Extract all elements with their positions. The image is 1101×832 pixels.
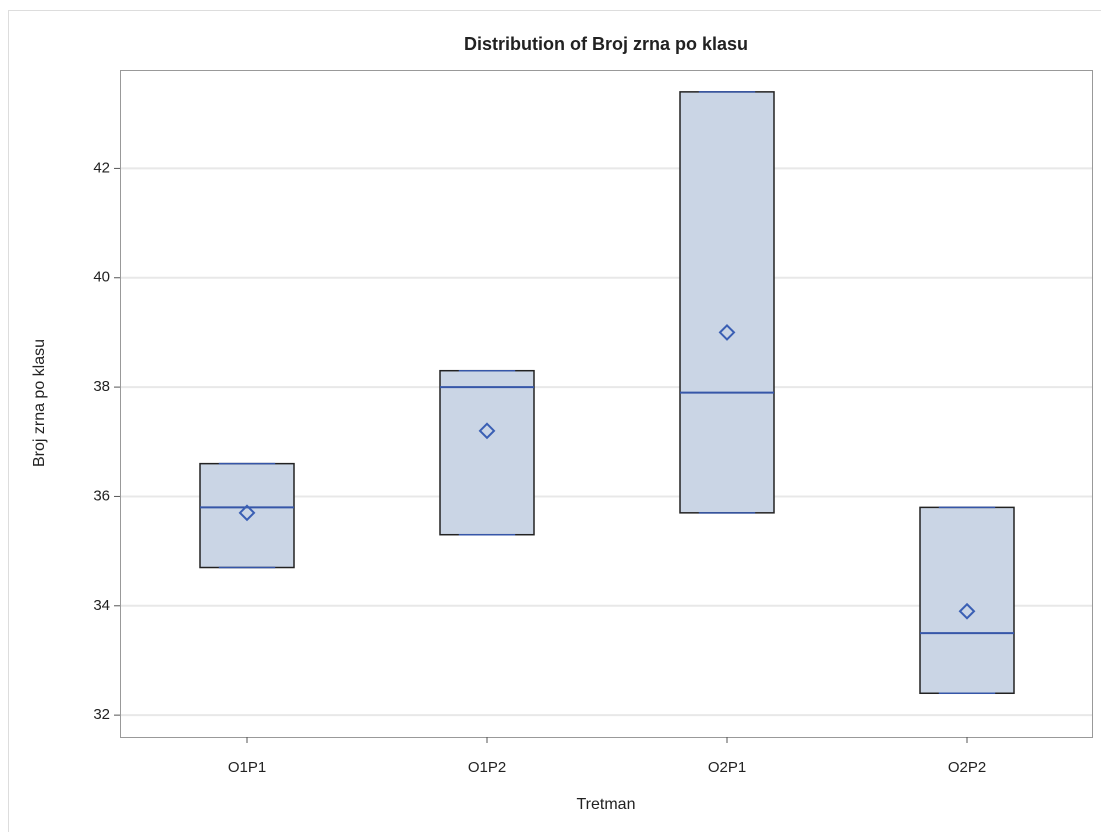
- y-axis-label: Broj zrna po klasu: [31, 339, 48, 467]
- x-tick-label: O1P2: [468, 759, 506, 776]
- chart-border: [8, 10, 1101, 832]
- x-tick-label: O2P2: [948, 759, 986, 776]
- chart-title: Distribution of Broj zrna po klasu: [464, 34, 748, 54]
- box: [439, 369, 535, 536]
- mean-marker: [718, 324, 736, 341]
- box: [679, 91, 775, 514]
- x-tick-label: O1P1: [228, 759, 266, 776]
- y-tick-label: 40: [93, 269, 110, 286]
- plot-frame: [120, 70, 1093, 738]
- y-tick-label: 36: [93, 487, 110, 504]
- mean-marker: [238, 504, 256, 522]
- mean-marker: [478, 422, 496, 440]
- box: [199, 462, 295, 569]
- mean-marker: [958, 602, 976, 620]
- y-tick-label: 32: [93, 706, 110, 723]
- box: [919, 506, 1015, 695]
- y-tick-label: 38: [93, 378, 110, 395]
- y-tick-label: 42: [93, 159, 110, 176]
- x-axis-label: Tretman: [577, 796, 636, 813]
- y-tick-label: 34: [93, 597, 110, 614]
- x-tick-label: O2P1: [708, 759, 746, 776]
